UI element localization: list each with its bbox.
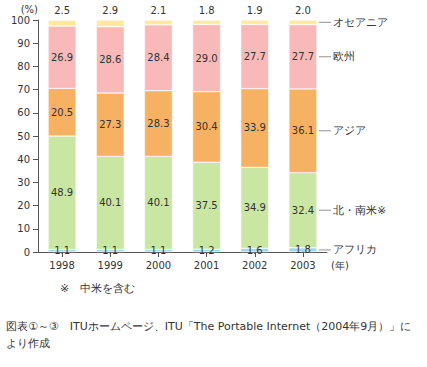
svg-text:1.6: 1.6 [247, 245, 263, 256]
svg-text:1999: 1999 [98, 260, 123, 271]
svg-text:27.7: 27.7 [292, 51, 314, 62]
svg-text:32.4: 32.4 [292, 205, 314, 216]
svg-text:50: 50 [17, 131, 30, 142]
svg-text:28.6: 28.6 [99, 54, 121, 65]
svg-text:オセアニア: オセアニア [333, 16, 388, 29]
svg-text:28.3: 28.3 [147, 118, 169, 129]
svg-text:33.9: 33.9 [244, 122, 266, 133]
svg-text:2002: 2002 [242, 260, 267, 271]
svg-text:アジア: アジア [333, 124, 366, 137]
svg-text:80: 80 [17, 61, 30, 72]
svg-text:2.1: 2.1 [150, 5, 166, 16]
svg-text:1.2: 1.2 [199, 245, 215, 256]
svg-text:26.9: 26.9 [51, 52, 73, 63]
svg-text:1998: 1998 [49, 260, 74, 271]
svg-text:40: 40 [17, 154, 30, 165]
svg-text:2.5: 2.5 [54, 5, 70, 16]
svg-text:36.1: 36.1 [292, 125, 314, 136]
svg-text:70: 70 [17, 84, 30, 95]
svg-text:2003: 2003 [290, 260, 315, 271]
svg-text:1.1: 1.1 [102, 245, 118, 256]
svg-text:48.9: 48.9 [51, 187, 73, 198]
svg-text:27.3: 27.3 [99, 119, 121, 130]
svg-text:(年): (年) [331, 260, 349, 271]
svg-text:10: 10 [17, 223, 30, 234]
svg-text:90: 90 [17, 38, 30, 49]
svg-text:2.9: 2.9 [102, 5, 118, 16]
svg-text:30: 30 [17, 177, 30, 188]
svg-text:※ 中米を含む: ※ 中米を含む [60, 282, 135, 295]
svg-text:図表①～③ ITUホームページ、ITU「The Portab: 図表①～③ ITUホームページ、ITU「The Portable Interne… [6, 320, 411, 333]
svg-text:30.4: 30.4 [195, 121, 217, 132]
svg-text:アフリカ: アフリカ [333, 243, 377, 256]
svg-text:37.5: 37.5 [195, 200, 217, 211]
svg-text:1.8: 1.8 [295, 244, 311, 255]
svg-text:29.0: 29.0 [195, 53, 217, 64]
svg-text:1.8: 1.8 [199, 5, 215, 16]
svg-text:20.5: 20.5 [51, 107, 73, 118]
svg-text:1.1: 1.1 [54, 245, 70, 256]
svg-text:20: 20 [17, 200, 30, 211]
svg-text:1.1: 1.1 [150, 245, 166, 256]
svg-text:2000: 2000 [146, 260, 171, 271]
svg-text:40.1: 40.1 [99, 197, 121, 208]
svg-text:1.9: 1.9 [247, 5, 263, 16]
svg-text:60: 60 [17, 107, 30, 118]
svg-text:40.1: 40.1 [147, 197, 169, 208]
svg-text:北・南米※: 北・南米※ [333, 204, 386, 217]
svg-text:28.4: 28.4 [147, 52, 169, 63]
svg-text:欧州: 欧州 [333, 50, 355, 63]
svg-text:2.0: 2.0 [295, 5, 311, 16]
svg-text:34.9: 34.9 [244, 202, 266, 213]
svg-text:27.7: 27.7 [244, 51, 266, 62]
svg-text:(%): (%) [21, 4, 38, 15]
svg-text:100: 100 [11, 15, 30, 26]
svg-text:0: 0 [24, 247, 30, 258]
svg-text:2001: 2001 [194, 260, 219, 271]
svg-text:より作成: より作成 [6, 337, 50, 350]
